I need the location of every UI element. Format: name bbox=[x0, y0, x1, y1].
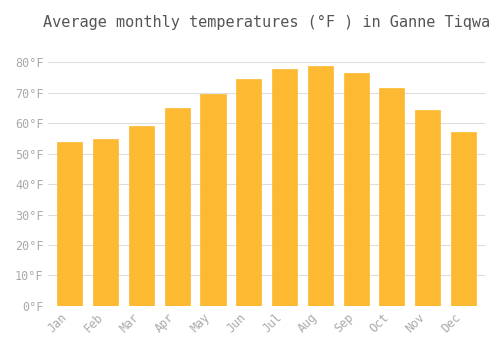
Bar bbox=[164, 108, 190, 306]
Bar bbox=[451, 132, 476, 306]
Bar bbox=[93, 139, 118, 306]
Bar bbox=[236, 79, 262, 306]
Bar bbox=[380, 88, 404, 306]
Bar bbox=[344, 73, 368, 306]
Bar bbox=[129, 126, 154, 306]
Bar bbox=[308, 65, 333, 306]
Title: Average monthly temperatures (°F ) in Ganne Tiqwa: Average monthly temperatures (°F ) in Ga… bbox=[43, 15, 490, 30]
Bar bbox=[415, 110, 440, 306]
Bar bbox=[272, 69, 297, 306]
Bar bbox=[200, 94, 226, 306]
Bar bbox=[58, 141, 82, 306]
